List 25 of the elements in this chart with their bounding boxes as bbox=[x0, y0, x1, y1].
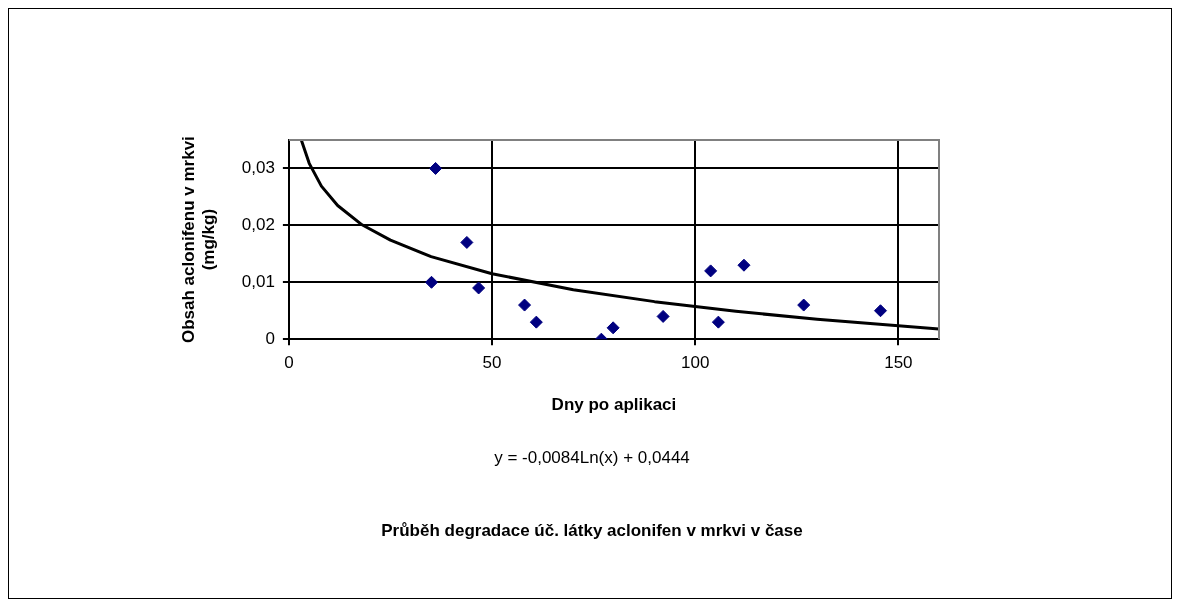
point bbox=[472, 281, 486, 295]
point bbox=[704, 264, 718, 278]
point bbox=[460, 235, 474, 249]
y-tick-label: 0 bbox=[265, 328, 275, 348]
point bbox=[429, 161, 443, 175]
y-tick-label: 0,01 bbox=[241, 271, 275, 291]
point bbox=[873, 304, 887, 318]
x-tick-label: 50 bbox=[482, 353, 502, 373]
point bbox=[529, 315, 543, 329]
point bbox=[606, 321, 620, 335]
x-tick-label: 100 bbox=[681, 353, 710, 373]
y-tick-label: 0,02 bbox=[241, 215, 275, 235]
text: Průběh degradace úč. látky aclonifen v mrkvi v čase bbox=[380, 521, 804, 541]
x-tick-label: 0 bbox=[284, 353, 294, 373]
point bbox=[518, 298, 532, 312]
y-tick-label: 0,03 bbox=[241, 158, 275, 178]
point bbox=[737, 258, 751, 272]
point bbox=[425, 275, 439, 289]
x-axis-title: Dny po aplikaci bbox=[551, 395, 677, 415]
point bbox=[656, 309, 670, 323]
x-tick-label: 150 bbox=[884, 353, 913, 373]
point bbox=[797, 298, 811, 312]
point bbox=[711, 315, 725, 329]
y-axis-title: Obsah aclonifenu v mrkvi (mg/kg) bbox=[178, 136, 219, 344]
text: y = -0,0084Ln(x) + 0,0444 bbox=[493, 448, 691, 468]
